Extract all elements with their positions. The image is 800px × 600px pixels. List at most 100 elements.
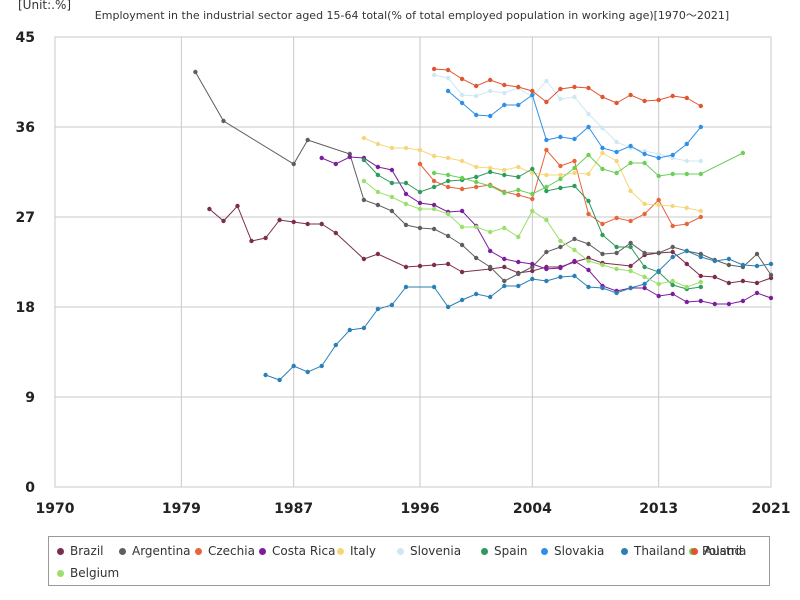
- data-point[interactable]: [516, 164, 521, 170]
- data-point[interactable]: [586, 152, 591, 158]
- data-point[interactable]: [417, 161, 423, 167]
- data-point[interactable]: [445, 67, 451, 73]
- data-point[interactable]: [502, 82, 507, 88]
- data-point[interactable]: [586, 124, 591, 130]
- data-point[interactable]: [726, 262, 732, 268]
- data-point[interactable]: [628, 218, 633, 224]
- data-point[interactable]: [516, 271, 521, 277]
- data-point[interactable]: [754, 290, 760, 296]
- data-point[interactable]: [488, 165, 493, 171]
- data-point[interactable]: [488, 88, 493, 94]
- data-point[interactable]: [488, 113, 493, 119]
- data-point[interactable]: [403, 222, 409, 228]
- data-point[interactable]: [670, 282, 675, 288]
- data-point[interactable]: [502, 102, 507, 108]
- data-point[interactable]: [375, 202, 381, 208]
- data-point[interactable]: [474, 224, 479, 230]
- data-point[interactable]: [628, 285, 633, 291]
- data-point[interactable]: [586, 284, 591, 290]
- data-point[interactable]: [698, 214, 703, 220]
- data-point[interactable]: [544, 147, 549, 153]
- data-point[interactable]: [516, 187, 521, 193]
- data-point[interactable]: [586, 241, 591, 247]
- data-point[interactable]: [544, 266, 549, 272]
- data-point[interactable]: [502, 256, 507, 262]
- data-point[interactable]: [558, 185, 563, 191]
- data-point[interactable]: [698, 158, 703, 164]
- data-point[interactable]: [459, 175, 465, 181]
- data-point[interactable]: [474, 255, 479, 261]
- data-point[interactable]: [768, 295, 774, 301]
- data-point[interactable]: [656, 197, 661, 203]
- data-point[interactable]: [445, 75, 451, 81]
- data-point[interactable]: [600, 285, 605, 291]
- data-point[interactable]: [530, 170, 535, 176]
- data-point[interactable]: [656, 268, 661, 274]
- legend-item-slovakia[interactable]: Slovakia: [541, 544, 604, 558]
- data-point[interactable]: [544, 249, 549, 255]
- data-point[interactable]: [488, 248, 493, 254]
- legend-item-austria[interactable]: Austria: [691, 544, 746, 558]
- data-point[interactable]: [628, 268, 633, 274]
- data-point[interactable]: [614, 170, 619, 176]
- data-point[interactable]: [544, 278, 549, 284]
- data-point[interactable]: [558, 244, 563, 250]
- data-point[interactable]: [375, 306, 381, 312]
- data-point[interactable]: [445, 233, 451, 239]
- data-point[interactable]: [474, 184, 479, 190]
- data-point[interactable]: [600, 221, 605, 227]
- data-point[interactable]: [516, 234, 521, 240]
- data-point[interactable]: [642, 201, 647, 207]
- data-point[interactable]: [642, 285, 647, 291]
- data-point[interactable]: [726, 301, 732, 307]
- data-point[interactable]: [417, 200, 423, 206]
- data-point[interactable]: [670, 249, 675, 255]
- data-point[interactable]: [347, 327, 352, 333]
- data-point[interactable]: [516, 174, 521, 180]
- data-point[interactable]: [642, 281, 647, 287]
- data-point[interactable]: [235, 203, 240, 209]
- data-point[interactable]: [502, 167, 507, 173]
- legend-item-czechia[interactable]: Czechia: [195, 544, 255, 558]
- data-point[interactable]: [389, 180, 395, 186]
- data-point[interactable]: [502, 264, 507, 270]
- data-point[interactable]: [670, 171, 675, 177]
- data-point[interactable]: [628, 160, 633, 166]
- data-point[interactable]: [572, 258, 577, 264]
- data-point[interactable]: [558, 176, 563, 182]
- data-point[interactable]: [572, 84, 577, 90]
- data-point[interactable]: [403, 180, 409, 186]
- data-point[interactable]: [600, 145, 605, 151]
- data-point[interactable]: [572, 136, 577, 142]
- data-point[interactable]: [586, 258, 591, 264]
- data-point[interactable]: [572, 183, 577, 189]
- data-point[interactable]: [333, 161, 338, 167]
- data-point[interactable]: [754, 280, 760, 286]
- data-point[interactable]: [207, 206, 212, 212]
- data-point[interactable]: [656, 293, 661, 299]
- data-point[interactable]: [642, 250, 647, 256]
- data-point[interactable]: [544, 99, 549, 105]
- data-point[interactable]: [502, 190, 507, 196]
- data-point[interactable]: [305, 369, 310, 375]
- data-point[interactable]: [291, 219, 296, 225]
- data-point[interactable]: [375, 251, 381, 257]
- data-point[interactable]: [642, 98, 647, 104]
- data-point[interactable]: [445, 261, 451, 267]
- data-point[interactable]: [530, 208, 535, 214]
- data-point[interactable]: [712, 258, 717, 264]
- data-point[interactable]: [431, 72, 437, 78]
- data-point[interactable]: [474, 83, 479, 89]
- data-point[interactable]: [670, 254, 675, 260]
- data-point[interactable]: [698, 298, 703, 304]
- data-point[interactable]: [614, 266, 619, 272]
- data-point[interactable]: [403, 191, 409, 197]
- data-point[interactable]: [459, 269, 465, 275]
- data-point[interactable]: [614, 158, 619, 164]
- data-point[interactable]: [670, 278, 675, 284]
- data-point[interactable]: [600, 232, 605, 238]
- data-point[interactable]: [740, 298, 746, 304]
- data-point[interactable]: [389, 145, 395, 151]
- data-point[interactable]: [445, 155, 451, 161]
- data-point[interactable]: [431, 206, 437, 212]
